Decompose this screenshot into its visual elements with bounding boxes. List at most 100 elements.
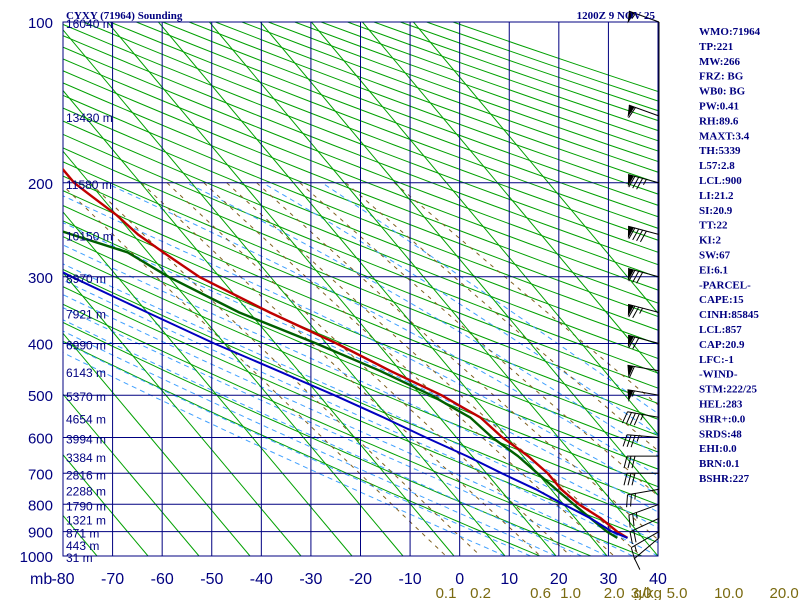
index-value: EI:6.1 — [699, 264, 728, 276]
wind-barb-flag — [622, 434, 628, 447]
mixing-ratio-line — [203, 182, 615, 556]
index-value: SI:20.9 — [699, 205, 733, 217]
dry-adiabat-line — [63, 340, 541, 556]
dry-adiabat-line — [63, 70, 658, 304]
moist-adiabat-line — [321, 182, 658, 415]
temperature-tick-label: -20 — [349, 571, 372, 588]
height-label: 16040 m — [66, 17, 113, 31]
wind-barb-shaft — [627, 225, 660, 235]
wind-barb-half-flag — [639, 307, 644, 314]
index-value: BSHR:227 — [699, 473, 750, 485]
wind-barb-half-flag — [640, 414, 644, 421]
wind-barb-pennant — [627, 105, 635, 118]
index-value: -PARCEL- — [699, 279, 751, 291]
wind-barb-flag — [633, 530, 637, 543]
mixing-ratio-tick-label: 20.0 — [769, 585, 798, 600]
moist-adiabat-line — [63, 263, 658, 544]
wind-barb-flag — [632, 306, 640, 319]
wind-barb-half-flag — [634, 493, 636, 500]
wind-barb-pennant — [627, 389, 634, 402]
isotherm-line — [63, 454, 149, 556]
index-value: KI:2 — [699, 235, 722, 247]
mixing-ratio-line — [256, 182, 658, 541]
wind-barb-half-flag — [634, 545, 637, 552]
index-value: SW:67 — [699, 250, 731, 262]
dry-adiabat-line — [63, 268, 658, 524]
dewpoint-profile-line — [63, 230, 618, 539]
dry-adiabat-line — [63, 303, 643, 556]
index-value: CAPE:15 — [699, 294, 744, 306]
wind-barb-flag — [628, 366, 635, 379]
parcel-profile-line — [63, 271, 628, 539]
temperature-tick-label: -40 — [250, 571, 273, 588]
dry-adiabat-line — [63, 35, 658, 266]
mixing-ratio-line — [393, 182, 658, 406]
isotherm-line — [260, 22, 658, 497]
index-value: PW:0.41 — [699, 101, 739, 113]
dry-adiabat-line — [63, 94, 658, 331]
dry-adiabat-line — [63, 147, 658, 389]
isotherm-line — [63, 89, 455, 556]
wind-barb-half-flag — [642, 179, 647, 186]
temperature-tick-label: 20 — [550, 571, 568, 588]
mixing-ratio-line — [63, 184, 447, 556]
wind-barb-half-flag — [631, 390, 635, 397]
height-label: 443 m — [66, 539, 99, 553]
height-label: 5370 m — [66, 390, 106, 404]
isotherm-line — [63, 393, 200, 556]
height-label: 3384 m — [66, 451, 106, 465]
mixing-ratio-tick-label: 0.1 — [436, 585, 457, 600]
wind-barb-half-flag — [631, 13, 636, 19]
height-label: 3994 m — [66, 433, 106, 447]
dry-adiabat-line — [109, 22, 658, 229]
isotherm-line — [209, 22, 658, 556]
wind-barb-flag — [628, 305, 636, 318]
wind-barb-flag — [627, 473, 632, 486]
wind-barb-flag — [634, 558, 641, 570]
wind-barb-shaft — [627, 488, 660, 496]
index-value: WB0: BG — [699, 86, 746, 98]
index-value: CINH:85845 — [699, 309, 759, 321]
height-label: 4654 m — [66, 412, 106, 426]
index-value: L57:2.8 — [699, 160, 735, 172]
dry-adiabat-line — [63, 220, 658, 470]
pressure-tick-label: 500 — [28, 388, 53, 405]
dry-adiabat-line — [63, 190, 658, 436]
isotherm-line — [107, 22, 557, 556]
index-value: LI:21.2 — [699, 190, 734, 202]
moist-adiabat-line — [63, 279, 658, 556]
plot-frame — [62, 21, 659, 557]
height-label: 7921 m — [66, 308, 106, 322]
wind-barb-flag — [630, 435, 636, 448]
dry-adiabat-line — [63, 107, 658, 345]
mixing-ratio-tick-label: 10.0 — [714, 585, 743, 600]
dry-adiabat-line — [63, 205, 658, 453]
height-label: 11580 m — [66, 178, 112, 192]
wind-barb-flag — [628, 227, 636, 240]
wind-barb-shaft — [627, 434, 660, 438]
mixing-ratio-unit-label: g/kg — [634, 585, 662, 600]
wind-barb-flag — [625, 412, 632, 425]
wind-barb-flag — [631, 455, 636, 469]
dry-adiabat-line — [63, 82, 658, 318]
isotherm-line — [413, 22, 658, 314]
mixing-ratio-tick-label: 0.6 — [530, 585, 551, 600]
index-value: TT:22 — [699, 220, 728, 232]
height-label: 2816 m — [66, 468, 106, 482]
temperature-tick-label: 0 — [455, 571, 464, 588]
dry-adiabat-line — [83, 22, 658, 241]
wind-barb-shaft — [627, 334, 660, 344]
temperature-tick-label: -60 — [151, 571, 174, 588]
wind-barb-shaft — [634, 537, 660, 559]
index-value: SHR+:0.0 — [699, 413, 746, 425]
height-label: 13430 m — [66, 111, 113, 125]
wind-barb-flag — [623, 473, 628, 486]
height-label: 2288 m — [66, 484, 106, 498]
chart-title: CYXY (71964) Sounding — [66, 10, 183, 22]
wind-barb-flag — [626, 494, 628, 508]
wind-barb-flag — [630, 494, 632, 507]
isotherm-line — [158, 22, 608, 556]
index-value: SRDS:48 — [699, 428, 742, 440]
wind-barb-pennant — [627, 365, 634, 378]
pressure-tick-label: 900 — [28, 525, 53, 542]
